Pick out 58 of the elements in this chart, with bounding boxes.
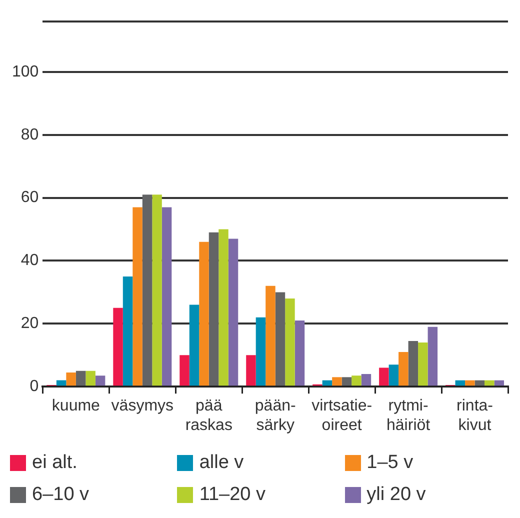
y-tick-label: 20 [20, 315, 39, 332]
bar [474, 380, 485, 386]
legend-label: 11–20 v [199, 484, 266, 506]
bar [180, 355, 190, 386]
bar [455, 380, 466, 386]
bar [86, 370, 96, 386]
x-tick-label: kuume [52, 398, 100, 415]
legend-label: 6–10 v [32, 484, 90, 506]
legend-label: alle v [199, 452, 244, 474]
x-tick-label: pää raskas [185, 398, 232, 434]
bar [189, 304, 200, 386]
y-tick-label: 0 [30, 378, 39, 396]
x-tick-label: rytmi- häiriöt [386, 398, 431, 434]
legend-label: yli 20 v [366, 484, 426, 506]
bar [152, 194, 162, 386]
bar [322, 380, 332, 386]
bar [256, 317, 266, 386]
y-tick-label: 40 [20, 252, 39, 270]
bar [484, 380, 494, 386]
x-tick-label: rinta- kivut [456, 398, 493, 434]
y-tick-label: 100 [12, 63, 39, 80]
bar [56, 380, 66, 386]
legend-label: ei alt. [32, 452, 78, 474]
x-tick-label: pään- särky [254, 398, 296, 434]
bar [162, 207, 172, 386]
bar [418, 342, 428, 386]
bar [465, 380, 475, 386]
bar [228, 238, 238, 386]
bar [379, 368, 389, 386]
bar [218, 229, 228, 386]
bar [122, 276, 133, 386]
bar [342, 377, 352, 386]
y-tick-label: 60 [20, 189, 39, 206]
bar [361, 374, 372, 386]
bar [294, 320, 305, 386]
bar [246, 355, 256, 386]
bar [113, 308, 123, 386]
bar [398, 352, 408, 386]
bar [142, 194, 152, 386]
bar [208, 232, 219, 386]
bar [494, 380, 504, 386]
bar [332, 377, 342, 386]
bar [408, 340, 418, 386]
bar [428, 326, 438, 386]
bar [275, 292, 286, 386]
legend-label: 1–5 v [366, 452, 414, 474]
bar [266, 286, 276, 386]
bar [285, 298, 295, 386]
bar [199, 242, 209, 386]
bar [388, 364, 399, 386]
bar [132, 207, 142, 386]
bar [76, 370, 86, 386]
bar [66, 372, 76, 386]
x-tick-label: virtsatie- oireet [312, 398, 372, 434]
y-tick-label: 80 [20, 126, 39, 144]
x-tick-label: väsymys [111, 398, 174, 415]
bar [352, 376, 362, 386]
bar [95, 376, 106, 386]
